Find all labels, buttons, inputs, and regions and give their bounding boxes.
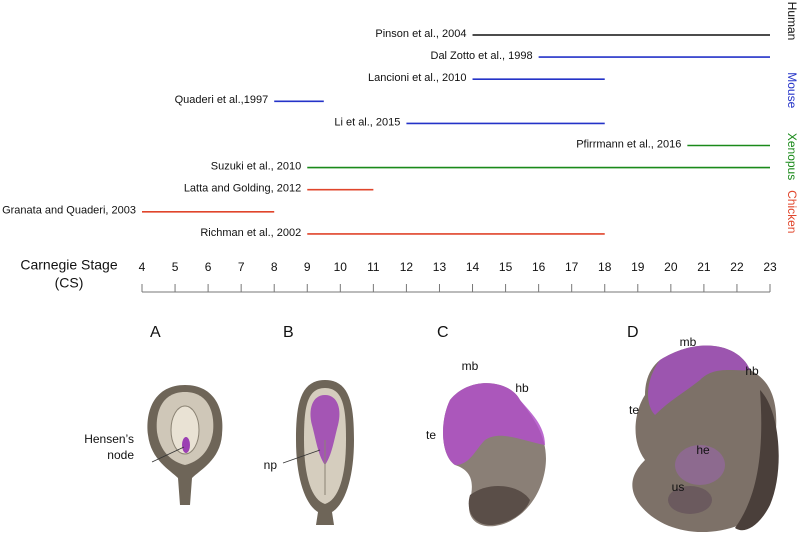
species-label: Xenopus: [785, 133, 799, 180]
panel-label: mb: [680, 335, 697, 349]
panel-letter: D: [627, 324, 639, 341]
x-tick-label: 10: [334, 260, 348, 274]
x-tick-label: 22: [730, 260, 744, 274]
x-tick-label: 11: [367, 260, 380, 274]
study-label: Latta and Golding, 2012: [184, 183, 301, 195]
study-label: Quaderi et al.,1997: [175, 94, 269, 106]
study-label: Dal Zotto et al., 1998: [431, 50, 533, 62]
panel-label: hb: [745, 364, 759, 378]
panel-label: Hensen’s: [84, 432, 134, 446]
study-label: Richman et al., 2002: [200, 227, 301, 239]
embryo-b: [282, 380, 354, 525]
study-label: Pfirrmann et al., 2016: [576, 138, 681, 150]
panel-label: mb: [462, 359, 479, 373]
study-label: Pinson et al., 2004: [375, 28, 466, 40]
embryo-a: [147, 385, 223, 505]
study-label: Granata and Quaderi, 2003: [2, 205, 136, 217]
x-tick-label: 8: [271, 260, 278, 274]
panel-label: hb: [515, 381, 529, 395]
x-tick-label: 4: [139, 260, 146, 274]
x-tick-label: 17: [565, 260, 579, 274]
study-label: Li et al., 2015: [334, 116, 400, 128]
study-label: Lancioni et al., 2010: [368, 72, 466, 84]
embryo-c: [443, 383, 546, 527]
x-tick-label: 19: [631, 260, 645, 274]
x-axis-label: Carnegie Stage: [20, 257, 118, 273]
x-tick-label: 13: [433, 260, 447, 274]
species-label: Mouse: [785, 72, 799, 108]
panel-letter: A: [150, 324, 161, 341]
study-label: Suzuki et al., 2010: [211, 161, 302, 173]
x-tick-label: 12: [400, 260, 414, 274]
x-tick-label: 18: [598, 260, 612, 274]
x-tick-label: 9: [304, 260, 311, 274]
panel-label: te: [629, 403, 639, 417]
x-tick-label: 16: [532, 260, 546, 274]
x-tick-label: 15: [499, 260, 513, 274]
panel-letter: C: [437, 324, 449, 341]
species-label: Human: [785, 2, 799, 41]
panel-label: node: [107, 448, 134, 462]
x-tick-label: 23: [763, 260, 777, 274]
x-tick-label: 20: [664, 260, 678, 274]
species-label: Chicken: [785, 190, 799, 233]
x-tick-label: 6: [205, 260, 212, 274]
panel-label: np: [264, 458, 278, 472]
x-tick-label: 5: [172, 260, 179, 274]
panel-label: he: [696, 443, 710, 457]
panel-letter: B: [283, 324, 294, 341]
x-tick-label: 21: [697, 260, 711, 274]
x-tick-label: 14: [466, 260, 480, 274]
panel-label: us: [672, 480, 685, 494]
x-tick-label: 7: [238, 260, 245, 274]
embryo-d: [632, 345, 779, 533]
panel-label: te: [426, 428, 436, 442]
x-axis-unit: (CS): [55, 275, 84, 291]
